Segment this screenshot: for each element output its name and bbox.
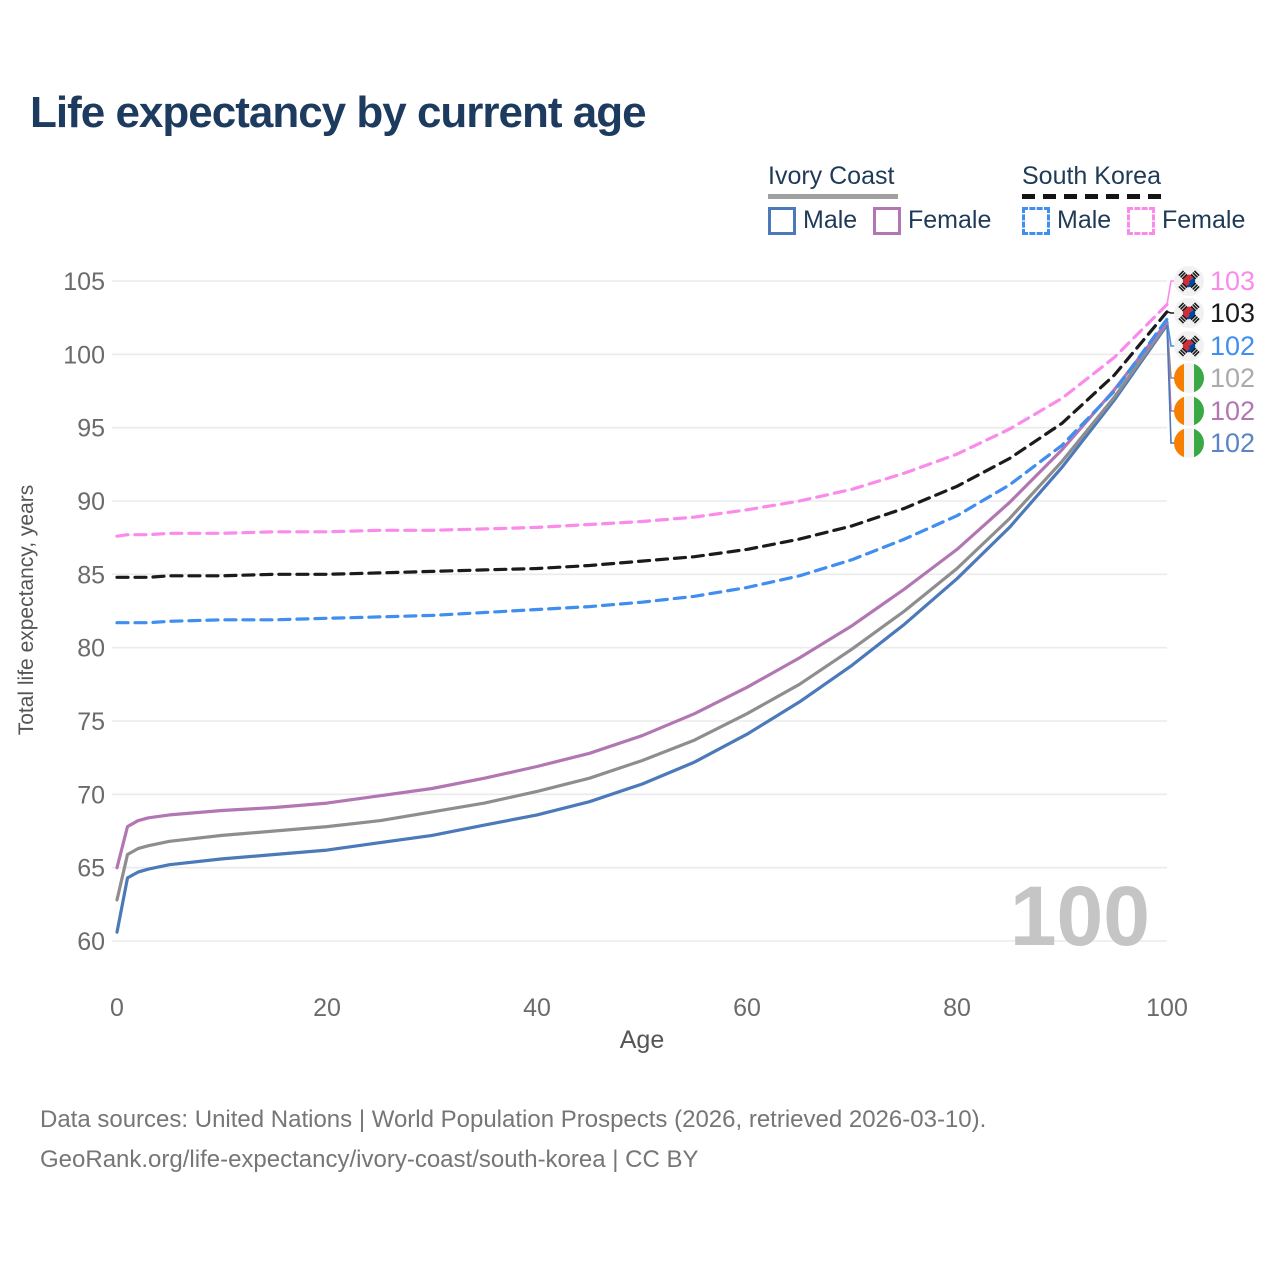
end-value-label: 102 [1210, 395, 1256, 426]
x-tick-label: 40 [523, 994, 551, 1022]
legend-item-ivory-coast-female[interactable]: Female [873, 206, 991, 235]
y-tick-label: 65 [77, 855, 105, 883]
south-korea-flag-icon [1174, 331, 1204, 361]
south-korea-flag-icon [1174, 266, 1204, 296]
legend-item-label: Female [908, 206, 992, 234]
end-label-row: 103 [1174, 265, 1255, 297]
south-korea-line-sample [1022, 194, 1162, 199]
attribution-link-text: GeoRank.org/life-expectancy/ivory-coast/… [40, 1146, 699, 1173]
x-axis-title: Age [619, 1026, 665, 1054]
legend-item-south-korea-female[interactable]: Female [1127, 206, 1245, 235]
y-tick-label: 70 [77, 781, 105, 809]
ivory-coast-flag-icon [1174, 363, 1204, 393]
legend-checkbox-icon[interactable] [1127, 206, 1155, 235]
legend-group-south-korea: South Korea [1022, 162, 1162, 199]
x-tick-label: 0 [110, 994, 124, 1022]
series-line-ic_male [115, 323, 1169, 934]
end-label-row: 102 [1174, 330, 1255, 362]
y-tick-label: 75 [77, 708, 105, 736]
end-value-label: 103 [1210, 265, 1256, 296]
legend-item-label: Female [1162, 206, 1246, 234]
ivory-coast-flag-icon [1174, 428, 1204, 458]
end-label-row: 102 [1174, 427, 1255, 459]
end-value-label: 102 [1210, 427, 1256, 458]
end-label-row: 102 [1174, 395, 1255, 427]
x-tick-label: 20 [313, 994, 341, 1022]
legend-checkbox-icon[interactable] [873, 206, 901, 235]
series-line-sk_total [115, 310, 1169, 579]
y-axis-title: Total life expectancy, years [15, 484, 38, 736]
current-age-watermark: 100 [1009, 869, 1150, 963]
series-line-sk_female [115, 302, 1169, 538]
x-tick-label: 60 [733, 994, 761, 1022]
legend-checkbox-icon[interactable] [1022, 206, 1050, 235]
y-tick-label: 100 [63, 341, 105, 369]
x-tick-label: 80 [943, 994, 971, 1022]
x-tick-label: 100 [1146, 994, 1188, 1022]
series-line-sk_male [115, 317, 1169, 625]
y-tick-label: 95 [77, 415, 105, 443]
series-line-ic_female [115, 320, 1169, 870]
south-korea-flag-icon [1174, 298, 1204, 328]
legend-item-ivory-coast-male[interactable]: Male [768, 206, 857, 235]
data-source-text: Data sources: United Nations | World Pop… [40, 1106, 987, 1133]
legend-group-name: South Korea [1022, 162, 1161, 190]
end-value-label: 102 [1210, 362, 1256, 393]
end-label-row: 103 [1174, 297, 1255, 329]
y-tick-label: 85 [77, 561, 105, 589]
legend-group-ivory-coast: Ivory Coast [768, 162, 898, 199]
series-line-ic_total [115, 321, 1169, 902]
legend-group-name: Ivory Coast [768, 162, 895, 190]
y-tick-label: 105 [63, 268, 105, 296]
ivory-coast-line-sample [768, 194, 898, 199]
y-tick-label: 80 [77, 635, 105, 663]
page-title: Life expectancy by current age [30, 88, 647, 137]
legend-item-south-korea-male[interactable]: Male [1022, 206, 1111, 235]
end-value-label: 103 [1210, 297, 1256, 328]
ivory-coast-flag-icon [1174, 396, 1204, 426]
y-tick-label: 60 [77, 928, 105, 956]
end-label-row: 102 [1174, 362, 1255, 394]
y-tick-label: 90 [77, 488, 105, 516]
end-value-label: 102 [1210, 330, 1256, 361]
legend-item-label: Male [803, 206, 858, 234]
legend-checkbox-icon[interactable] [768, 206, 796, 235]
legend-item-label: Male [1057, 206, 1112, 234]
